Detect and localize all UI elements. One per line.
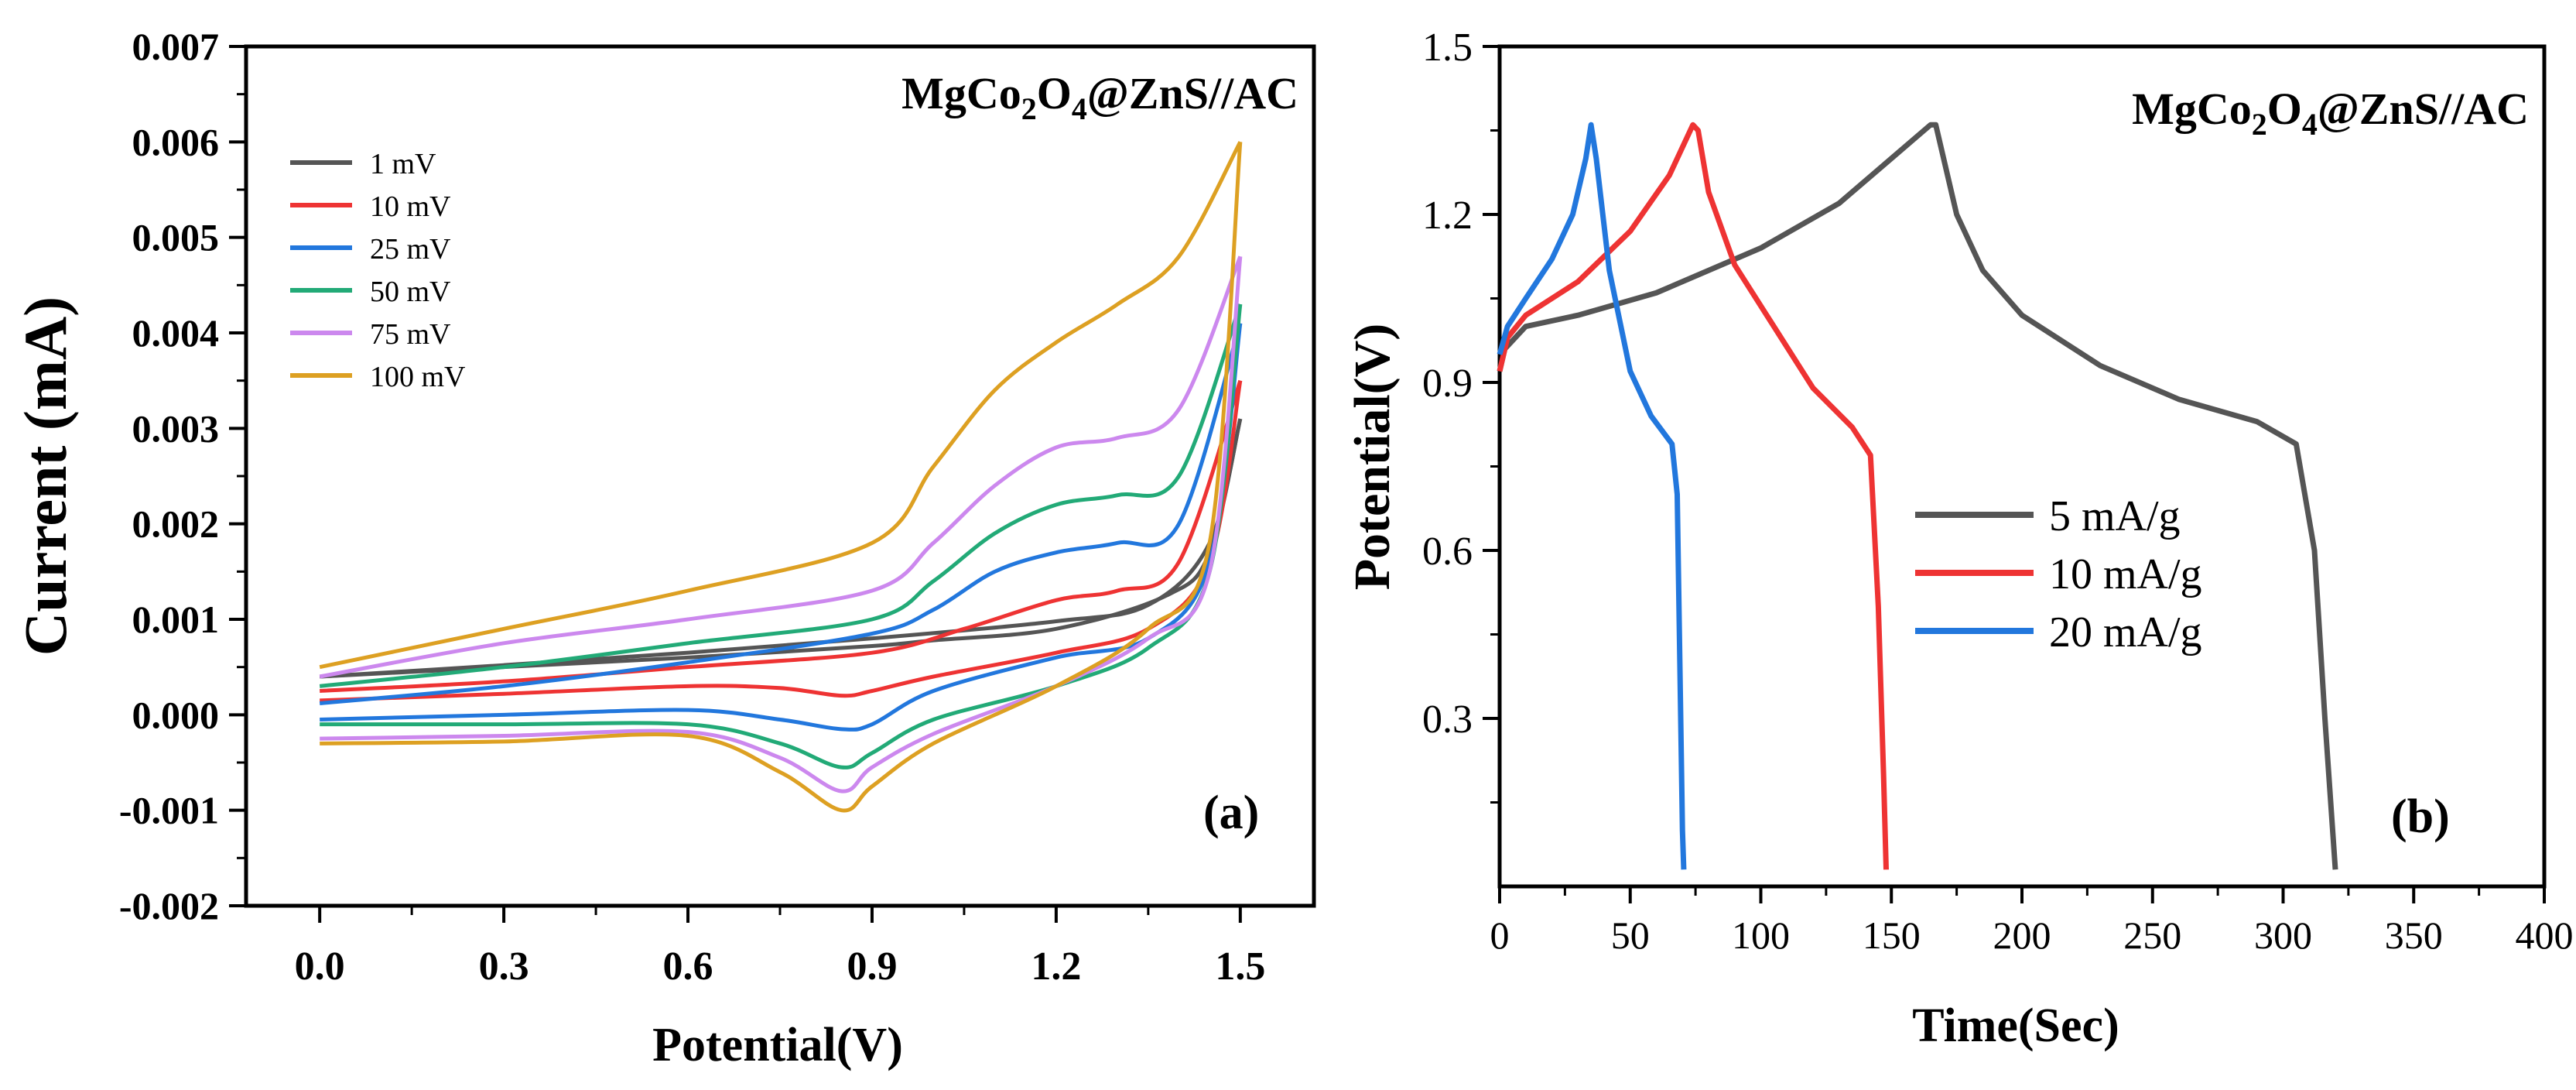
gcd-legend-label: 20 mA/g (2049, 608, 2202, 656)
cv-ytick-label: 0.000 (132, 693, 220, 736)
gcd-annotation: MgCo2O4@ZnS//AC (2132, 84, 2529, 142)
gcd-ytick-label: 1.5 (1422, 26, 1473, 70)
gcd-xtick-label: 300 (2254, 913, 2312, 957)
gcd-legend: 5 mA/g 10 mA/g 20 mA/g (1915, 492, 2202, 656)
gcd-ytick-label: 1.2 (1422, 194, 1473, 238)
cv-panel-label: (a) (1203, 787, 1259, 839)
cv-annotation: MgCo2O4@ZnS//AC (901, 68, 1298, 126)
gcd-xtick-label: 200 (1993, 913, 2051, 957)
cv-xtick-label: 1.5 (1215, 944, 1265, 989)
cv-ytick-label: 0.005 (132, 216, 220, 259)
gcd-xlabel: Time(Sec) (1912, 999, 2119, 1052)
gcd-xtick-label: 250 (2123, 913, 2181, 957)
cv-series-4-forward (319, 255, 1243, 679)
gcd-chart-panel: 0 50 100 150 200 250 300 350 4000.30.60.91.21.5 … (1344, 26, 2574, 1052)
gcd-legend-label: 5 mA/g (2049, 492, 2181, 540)
gcd-xtick-label: 400 (2516, 913, 2574, 957)
gcd-plot-frame (1497, 44, 2547, 889)
cv-ytick-label: 0.004 (132, 311, 220, 355)
cv-ytick-label: 0.001 (132, 598, 220, 641)
cv-series-2-forward (319, 322, 1243, 706)
cv-series-3-forward (319, 303, 1243, 688)
gcd-xtick-label: 0 (1490, 913, 1510, 957)
gcd-ytick-label: 0.6 (1422, 530, 1473, 574)
cv-xlabel: Potential(V) (652, 1019, 903, 1071)
cv-ytick-label: 0.003 (132, 406, 220, 450)
gcd-series-1 (1497, 122, 1889, 870)
cv-xtick-label: 0.3 (479, 944, 529, 989)
cv-legend-label: 25 mV (370, 233, 451, 266)
cv-series-5-forward (319, 141, 1243, 670)
gcd-series-2 (1497, 122, 1687, 870)
gcd-xtick-label: 50 (1611, 913, 1650, 957)
cv-ytick-label: 0.006 (132, 120, 220, 163)
cv-legend-label: 50 mV (370, 276, 451, 308)
cv-ytick-label: -0.001 (119, 789, 219, 832)
gcd-ytick-label: 0.9 (1422, 362, 1473, 406)
gcd-ytick-label: 0.3 (1422, 698, 1473, 742)
gcd-xtick-label: 150 (1863, 913, 1921, 957)
gcd-series-0 (1497, 122, 2338, 870)
cv-legend-label: 10 mV (370, 190, 451, 223)
cv-legend: 1 mV 10 mV 25 mV 50 mV 75 mV 100 mV (290, 148, 466, 393)
cv-plot-frame (244, 44, 1316, 908)
cv-legend-label: 100 mV (370, 361, 466, 393)
cv-series-5-reverse (320, 142, 1243, 813)
cv-xtick-label: 1.2 (1031, 944, 1081, 989)
gcd-panel-label: (b) (2391, 790, 2450, 843)
gcd-xtick-label: 350 (2385, 913, 2443, 957)
gcd-xtick-label: 100 (1732, 913, 1790, 957)
cv-series-4-reverse (320, 256, 1243, 794)
cv-ytick-label: 0.007 (132, 25, 220, 68)
gcd-ylabel: Potential(V) (1344, 324, 1401, 591)
cv-series-1-forward (320, 379, 1243, 693)
cv-ytick-label: 0.002 (132, 502, 220, 546)
cv-legend-label: 75 mV (370, 318, 451, 351)
cv-xtick-label: 0.6 (663, 944, 713, 989)
cv-ytick-label: -0.002 (119, 884, 219, 927)
cv-xtick-label: 0.0 (295, 944, 345, 989)
cv-chart-panel: 0.0 0.3 0.6 0.9 1.2 1.5 -0.002 -0.001 0.000 0.001… (12, 25, 1316, 1071)
cv-ylabel: Current (mA) (12, 296, 79, 656)
cv-series-2-reverse (320, 323, 1243, 732)
gcd-legend-label: 10 mA/g (2049, 550, 2202, 598)
cv-legend-label: 1 mV (370, 148, 436, 180)
cv-xtick-label: 0.9 (847, 944, 897, 989)
